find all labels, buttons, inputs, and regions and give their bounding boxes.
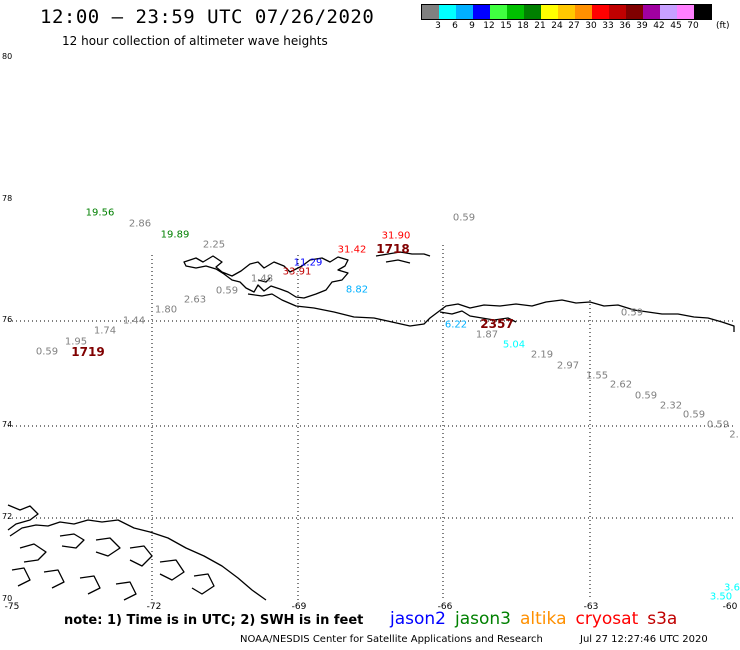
scale-label: 21 (534, 21, 546, 31)
scale-label: 6 (452, 21, 458, 31)
scale-label: 18 (517, 21, 529, 31)
scale-swatch (422, 5, 439, 19)
scale-swatch (558, 5, 575, 19)
scale-label: 45 (670, 21, 682, 31)
wave-height-label: 2.63 (183, 294, 207, 306)
scale-swatch (643, 5, 660, 19)
wave-height-label: 1.55 (585, 370, 609, 382)
wave-height-label: 0.59 (452, 212, 476, 224)
wave-height-label: 19.89 (160, 229, 190, 241)
lon-label: -60 (722, 602, 738, 612)
wave-height-label: 2.25 (202, 239, 226, 251)
satellite-altika: altika (520, 609, 567, 629)
scale-swatch (456, 5, 473, 19)
scale-swatch (660, 5, 677, 19)
wave-height-label: 3.50 (709, 591, 733, 603)
wave-height-label: 0.59 (706, 419, 730, 431)
scale-label: 33 (602, 21, 614, 31)
scale-label: 36 (619, 21, 631, 31)
lat-label: 74 (2, 420, 13, 429)
wave-height-label: 33.91 (282, 266, 312, 278)
lat-label: 72 (2, 512, 13, 521)
lon-label: -75 (4, 602, 20, 612)
scale-label: 3 (435, 21, 441, 31)
scale-label: 70 (687, 21, 699, 31)
lat-label: 78 (2, 194, 13, 203)
scale-swatch (575, 5, 592, 19)
scale-label: 24 (551, 21, 563, 31)
wave-height-label: 31.42 (337, 244, 367, 256)
satellite-cryosat: cryosat (575, 609, 639, 629)
scale-swatch (490, 5, 507, 19)
lat-label: 76 (2, 315, 13, 324)
pass-time-label: 1719 (71, 345, 105, 359)
scale-swatch (694, 5, 711, 19)
wave-height-label: 2.97 (556, 360, 580, 372)
scale-swatch (524, 5, 541, 19)
wave-height-label: 2.32 (659, 400, 683, 412)
map-subtitle: 12 hour collection of altimeter wave hei… (62, 34, 328, 48)
wave-height-label: 5.04 (502, 339, 526, 351)
map-title: 12:00 – 23:59 UTC 07/26/2020 (40, 6, 375, 28)
scale-label: 30 (585, 21, 597, 31)
color-scale (421, 4, 712, 20)
wave-height-label: 19.56 (85, 207, 115, 219)
wave-height-label: 1.74 (93, 325, 117, 337)
wave-height-label: 1.44 (122, 315, 146, 327)
wave-height-label: 1.48 (250, 273, 274, 285)
scale-swatch (677, 5, 694, 19)
scale-swatch (626, 5, 643, 19)
generation-timestamp: Jul 27 12:27:46 UTC 2020 (580, 634, 708, 645)
wave-height-label: 31.90 (381, 230, 411, 242)
wave-height-label: 1.80 (154, 304, 178, 316)
wave-height-label: 6.22 (444, 319, 468, 331)
graticule (8, 245, 735, 600)
wave-height-label: 8.82 (345, 284, 369, 296)
color-scale-labels: 3 6 9 12 15 18 21 24 27 30 33 36 39 42 4… (421, 21, 740, 33)
scale-label: 9 (469, 21, 475, 31)
wave-height-label: 2.86 (128, 218, 152, 230)
scale-label: 27 (568, 21, 580, 31)
satellite-jason2: jason2 (390, 609, 446, 629)
scale-swatch (507, 5, 524, 19)
satellite-legend: jason2 jason3 altika cryosat s3a (390, 609, 677, 629)
lat-label: 80 (2, 52, 13, 61)
scale-swatch (541, 5, 558, 19)
wave-height-label: 2.19 (530, 349, 554, 361)
scale-label: 39 (636, 21, 648, 31)
lon-label: -63 (583, 602, 599, 612)
wave-height-label: 1.95 (64, 336, 88, 348)
lon-label: -72 (146, 602, 162, 612)
lat-label: 70 (2, 594, 13, 603)
wave-height-label: 0.59 (35, 346, 59, 358)
scale-label: 15 (500, 21, 512, 31)
scale-label: 12 (483, 21, 495, 31)
footer-note: note: 1) Time is in UTC; 2) SWH is in fe… (64, 613, 364, 628)
wave-height-label: 0.59 (620, 307, 644, 319)
lon-label: -69 (291, 602, 307, 612)
wave-height-label: 11.29 (293, 257, 323, 269)
scale-swatch (592, 5, 609, 19)
wave-height-label: 2. (729, 429, 739, 441)
lon-label: -66 (437, 602, 453, 612)
pass-time-label: 2357 (480, 317, 514, 331)
wave-height-label: 2.62 (609, 379, 633, 391)
coastline (7, 251, 735, 601)
scale-swatch (473, 5, 490, 19)
scale-swatch (609, 5, 626, 19)
satellite-jason3: jason3 (455, 609, 511, 629)
wave-height-label: 0.59 (215, 285, 239, 297)
credit-line: NOAA/NESDIS Center for Satellite Applica… (240, 634, 543, 645)
wave-height-label: 1.87 (475, 329, 499, 341)
wave-height-label: 3.6 (724, 582, 740, 594)
pass-time-label: 1718 (376, 242, 410, 256)
wave-height-label: 0.59 (682, 409, 706, 421)
satellite-s3a: s3a (647, 609, 678, 629)
scale-units: (ft) (716, 21, 730, 31)
wave-height-label: 0.59 (634, 390, 658, 402)
scale-swatch (439, 5, 456, 19)
scale-label: 42 (653, 21, 665, 31)
